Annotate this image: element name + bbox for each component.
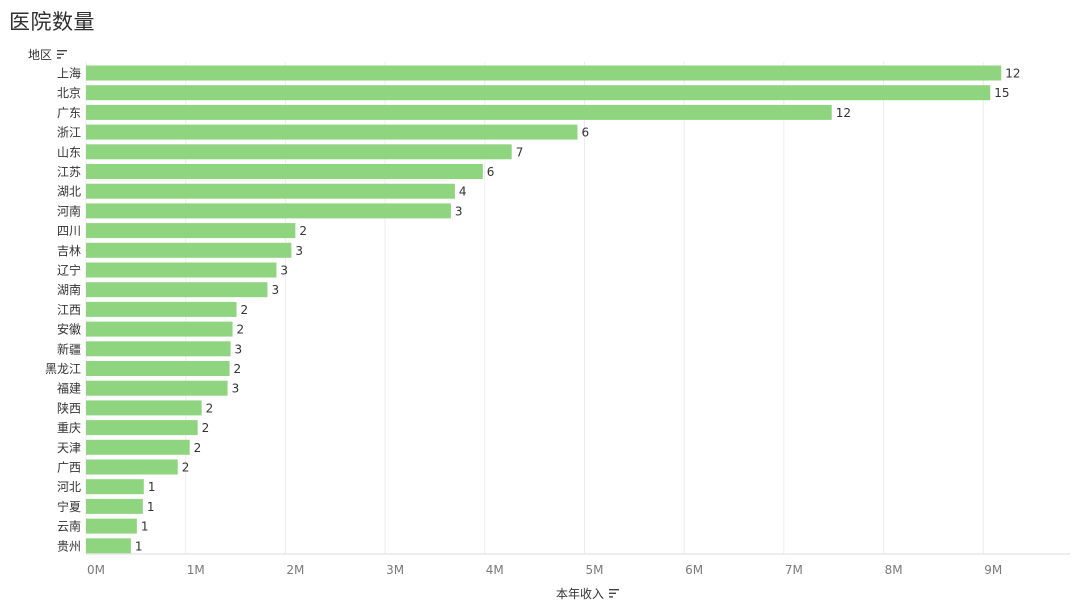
category-label: 重庆 xyxy=(57,421,81,435)
data-label: 3 xyxy=(280,264,288,278)
category-label: 上海 xyxy=(57,66,81,81)
data-label: 2 xyxy=(234,362,242,376)
data-label: 3 xyxy=(455,204,463,218)
data-label: 2 xyxy=(241,303,249,317)
bar xyxy=(86,85,991,101)
category-label: 新疆 xyxy=(57,341,81,356)
data-label: 2 xyxy=(202,421,210,435)
data-label: 3 xyxy=(232,382,240,396)
x-tick-label: 4M xyxy=(486,563,504,577)
x-tick-label: 0M xyxy=(87,563,105,577)
x-axis-header-label: 本年收入 xyxy=(556,587,605,601)
bar xyxy=(86,341,231,357)
data-label: 1 xyxy=(148,480,156,494)
category-label: 广西 xyxy=(57,461,81,475)
bar xyxy=(86,439,190,455)
category-label: 湖北 xyxy=(57,184,81,199)
category-label: 四川 xyxy=(57,224,81,238)
x-tick-label: 6M xyxy=(685,563,703,577)
bar xyxy=(86,183,455,199)
x-tick-label: 2M xyxy=(286,563,304,577)
x-axis-header[interactable]: 本年收入 xyxy=(556,585,620,602)
bar xyxy=(86,518,137,534)
data-label: 12 xyxy=(836,106,851,120)
data-label: 6 xyxy=(582,126,590,140)
bar xyxy=(86,223,296,239)
bar xyxy=(86,164,483,179)
bar xyxy=(86,380,228,396)
category-label: 山东 xyxy=(57,145,81,159)
category-label: 安徽 xyxy=(57,322,81,337)
bar xyxy=(86,479,144,495)
data-label: 6 xyxy=(487,165,495,179)
data-label: 1 xyxy=(147,500,155,514)
bar xyxy=(86,361,230,376)
bar xyxy=(86,242,292,258)
bar xyxy=(86,65,1002,81)
bar xyxy=(86,321,233,337)
data-label: 7 xyxy=(516,145,524,159)
bar xyxy=(86,420,198,436)
category-label: 江苏 xyxy=(57,165,81,179)
category-label: 吉林 xyxy=(57,244,81,258)
category-label: 湖南 xyxy=(57,282,81,297)
bar xyxy=(86,203,451,219)
x-tick-label: 9M xyxy=(984,563,1002,577)
x-tick-label: 1M xyxy=(187,563,205,577)
category-label: 黑龙江 xyxy=(45,362,81,376)
y-axis-header[interactable]: 地区 xyxy=(28,46,68,63)
category-label: 北京 xyxy=(57,86,81,100)
data-label: 2 xyxy=(194,441,202,455)
data-label: 2 xyxy=(299,224,307,238)
category-label: 福建 xyxy=(57,381,81,396)
sort-descending-icon[interactable] xyxy=(609,589,620,598)
bar xyxy=(86,104,832,120)
category-label: 浙江 xyxy=(57,126,81,140)
bar xyxy=(86,400,202,416)
bar xyxy=(86,538,131,554)
bar xyxy=(86,301,237,317)
bar xyxy=(86,124,578,140)
data-label: 12 xyxy=(1005,67,1020,81)
data-label: 1 xyxy=(141,520,149,534)
bar xyxy=(86,459,178,475)
category-label: 广东 xyxy=(57,106,81,120)
category-label: 辽宁 xyxy=(57,263,81,278)
x-tick-label: 5M xyxy=(585,563,603,577)
category-label: 河北 xyxy=(57,480,81,494)
data-label: 2 xyxy=(237,323,245,337)
category-label: 陕西 xyxy=(57,400,81,415)
bar xyxy=(86,144,512,160)
category-label: 河南 xyxy=(57,203,81,218)
x-tick-label: 3M xyxy=(386,563,404,577)
category-label: 云南 xyxy=(57,519,81,534)
bar xyxy=(86,262,277,278)
category-label: 贵州 xyxy=(57,539,81,553)
sort-descending-icon[interactable] xyxy=(57,50,68,59)
data-label: 1 xyxy=(135,539,143,553)
y-axis-header-label: 地区 xyxy=(28,48,53,62)
bar xyxy=(86,282,268,298)
x-tick-label: 7M xyxy=(785,563,803,577)
data-label: 2 xyxy=(182,461,190,475)
category-label: 宁夏 xyxy=(57,499,81,514)
data-label: 3 xyxy=(271,283,279,297)
category-label: 江西 xyxy=(57,303,81,317)
category-label: 天津 xyxy=(57,441,81,455)
data-label: 2 xyxy=(206,401,214,415)
data-label: 3 xyxy=(295,244,303,258)
data-label: 4 xyxy=(459,185,467,199)
x-tick-label: 8M xyxy=(885,563,903,577)
data-label: 3 xyxy=(235,342,243,356)
data-label: 15 xyxy=(994,86,1009,100)
bar xyxy=(86,498,143,514)
page-title: 医院数量 xyxy=(9,10,95,34)
